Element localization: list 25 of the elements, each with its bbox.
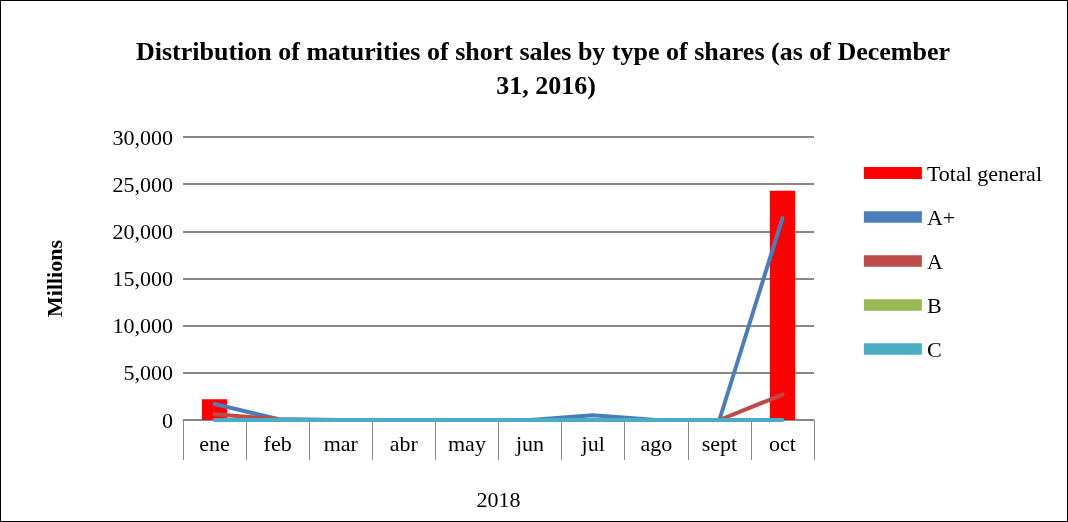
x-tick-label: mar: [323, 430, 359, 456]
x-tick-label: ago: [640, 430, 673, 456]
y-tick-label: 25,000: [112, 171, 173, 197]
x-tick-label: feb: [263, 430, 292, 456]
x-tick-label: abr: [389, 430, 419, 456]
x-tick-label: oct: [769, 430, 796, 456]
legend-label: B: [926, 292, 942, 318]
legend-label: A+: [926, 204, 956, 230]
y-tick-label: 20,000: [112, 218, 173, 244]
y-tick-label: 10,000: [112, 313, 173, 339]
legend-label: A: [926, 248, 943, 274]
x-tick-label: may: [448, 430, 486, 456]
y-tick-label: 30,000: [112, 124, 173, 150]
x-tick-label: sept: [701, 430, 738, 456]
y-tick-label: 0: [162, 407, 173, 433]
chart-title: Distribution of maturities of short sales by type of shares (as of December 31, 2016): [135, 36, 957, 100]
x-tick-label: jul: [580, 430, 605, 456]
y-tick-label: 5,000: [123, 360, 173, 386]
x-axis-title: 2018: [476, 486, 521, 512]
y-axis-title: Millions: [41, 239, 67, 318]
x-tick-label: jun: [514, 430, 545, 456]
legend-label: Total general: [926, 160, 1042, 186]
x-tick-label: ene: [199, 430, 230, 456]
y-tick-label: 15,000: [112, 266, 173, 291]
legend-label: C: [926, 336, 942, 362]
